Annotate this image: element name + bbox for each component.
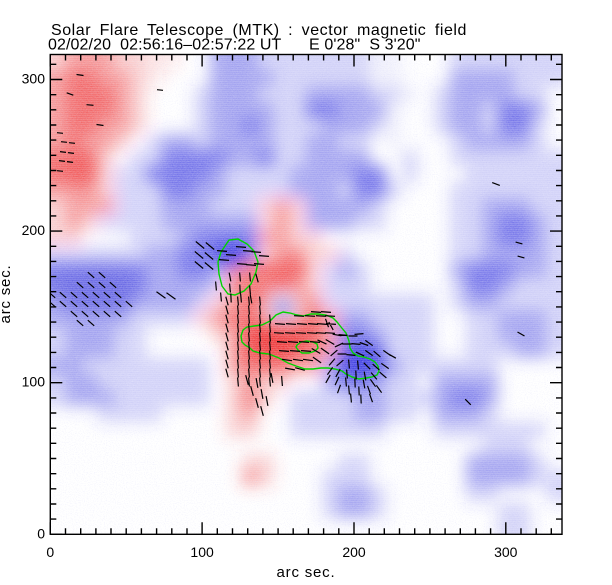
svg-text:E 0'28" S 3'20": E 0'28" S 3'20" xyxy=(309,37,421,54)
svg-text:200: 200 xyxy=(22,222,46,238)
svg-text:0: 0 xyxy=(37,525,45,541)
svg-text:100: 100 xyxy=(22,374,46,390)
svg-text:300: 300 xyxy=(22,71,46,87)
svg-text:200: 200 xyxy=(342,544,366,560)
svg-text:02/02/20 02:56:16–02:57:22 UT: 02/02/20 02:56:16–02:57:22 UT xyxy=(48,37,282,54)
svg-text:100: 100 xyxy=(190,544,214,560)
svg-text:arc sec.: arc sec. xyxy=(277,564,336,581)
svg-text:0: 0 xyxy=(46,544,54,560)
svg-text:Solar Flare Telescope (MTK) :: Solar Flare Telescope (MTK) : vector mag… xyxy=(51,22,467,39)
svg-text:300: 300 xyxy=(494,544,518,560)
svg-text:arc sec.: arc sec. xyxy=(0,265,14,324)
